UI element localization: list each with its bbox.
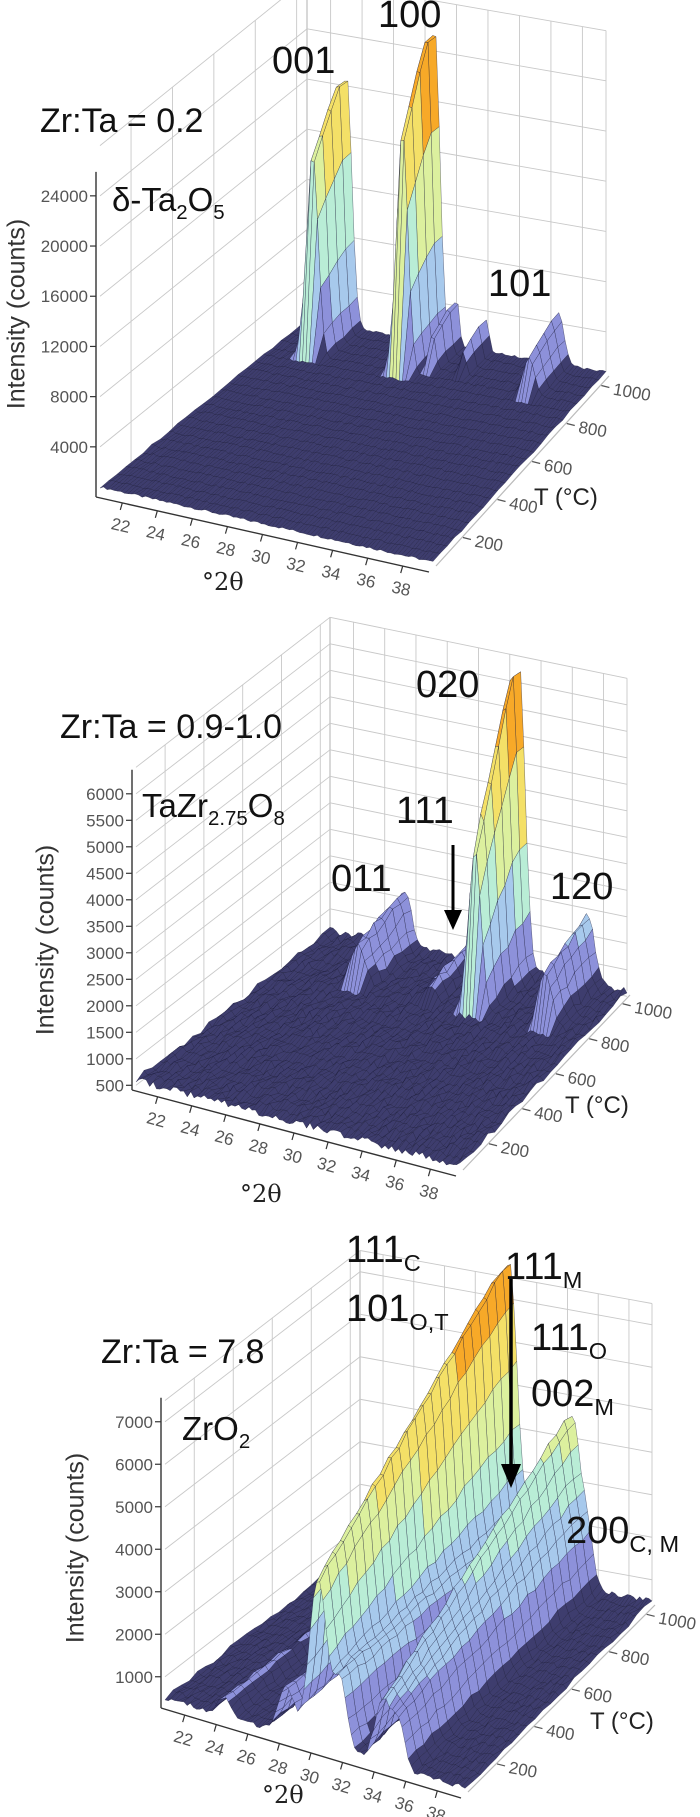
side-wall-gridline bbox=[99, 279, 308, 448]
panel-1-plot: 4000 8000 12000 16000 20000 24000 22 24 26 28 30 32… bbox=[41, 0, 652, 600]
x-tick-label: 38 bbox=[390, 577, 413, 600]
z-tick-label: 24000 bbox=[41, 187, 88, 206]
back-wall-gridline bbox=[427, 0, 607, 32]
z-tick-label: 2000 bbox=[86, 997, 124, 1016]
x-tick-label: 38 bbox=[417, 1181, 440, 1204]
t-tick bbox=[555, 1073, 564, 1077]
back-wall-gridline bbox=[306, 229, 607, 283]
x-tick-label: 30 bbox=[250, 546, 273, 569]
z-tick-label: 4500 bbox=[86, 864, 124, 883]
z-tick-label: 4000 bbox=[50, 438, 88, 457]
t-tick bbox=[497, 498, 506, 503]
x-tick bbox=[154, 510, 158, 518]
z-tick-label: 1500 bbox=[86, 1023, 124, 1042]
t-tick bbox=[522, 1108, 531, 1112]
x-tick bbox=[223, 1114, 227, 1123]
z-tick-label: 3500 bbox=[86, 917, 124, 936]
side-wall-gridline bbox=[164, 1250, 361, 1401]
x-tick bbox=[393, 1159, 397, 1168]
side-wall-gridline bbox=[99, 0, 282, 146]
x-tick bbox=[189, 518, 193, 526]
x-tick-label: 30 bbox=[281, 1145, 304, 1168]
z-tick-label: 3000 bbox=[86, 944, 124, 963]
z-tick-label: 20000 bbox=[41, 237, 88, 256]
x-tick-label: 28 bbox=[215, 538, 238, 561]
z-tick-label: 6000 bbox=[86, 785, 124, 804]
t-tick bbox=[601, 384, 610, 389]
side-wall-gridline bbox=[99, 229, 308, 397]
x-tick bbox=[427, 1169, 431, 1177]
x-tick-label: 22 bbox=[109, 514, 132, 537]
x-tick bbox=[155, 1096, 159, 1104]
back-wall-gridline bbox=[306, 128, 607, 182]
x-tick-label: 34 bbox=[320, 562, 343, 585]
x-tick bbox=[119, 502, 123, 511]
t-tick bbox=[566, 422, 575, 427]
x-tick-label: 36 bbox=[383, 1172, 406, 1195]
back-wall-gridline bbox=[306, 28, 607, 82]
x-tick-label: 26 bbox=[180, 530, 203, 553]
x-tick bbox=[325, 1141, 329, 1150]
z-tick-label: 8000 bbox=[50, 388, 88, 407]
back-wall-gridline bbox=[306, 78, 607, 132]
z-tick-label: 500 bbox=[96, 1076, 124, 1095]
side-wall-gridline bbox=[99, 78, 308, 247]
back-wall-gridline bbox=[306, 178, 607, 232]
x-tick-label: 22 bbox=[145, 1108, 168, 1131]
x-tick bbox=[294, 542, 299, 550]
x-tick bbox=[365, 558, 369, 566]
x-tick-label: 36 bbox=[355, 570, 378, 593]
t-tick-label: 600 bbox=[566, 1068, 597, 1092]
z-tick-label: 2500 bbox=[86, 970, 124, 989]
x-tick bbox=[257, 1123, 261, 1132]
side-wall-gridline bbox=[99, 179, 308, 347]
surface bbox=[99, 34, 607, 562]
x-tick-label: 32 bbox=[315, 1154, 338, 1177]
t-tick bbox=[488, 1143, 498, 1147]
x-tick-label: 32 bbox=[285, 554, 308, 577]
x-tick bbox=[224, 526, 229, 534]
x-tick bbox=[291, 1132, 295, 1141]
x-tick-label: 26 bbox=[213, 1126, 236, 1149]
z-tick-label: 1000 bbox=[86, 1050, 124, 1069]
z-tick-label: 5000 bbox=[86, 838, 124, 857]
x-tick bbox=[359, 1150, 363, 1159]
t-tick-label: 200 bbox=[499, 1138, 530, 1162]
t-tick bbox=[532, 460, 541, 465]
x-tick bbox=[330, 550, 334, 558]
z-tick-label: 4000 bbox=[86, 891, 124, 910]
t-tick bbox=[622, 1003, 631, 1007]
wall-grid bbox=[99, 0, 607, 462]
t-tick bbox=[462, 536, 472, 541]
x-tick-label: 24 bbox=[179, 1117, 202, 1140]
t-tick-label: 400 bbox=[533, 1103, 564, 1127]
z-tick-label: 12000 bbox=[41, 337, 88, 356]
t-tick-label: 800 bbox=[577, 418, 608, 442]
z-tick-label: 5500 bbox=[86, 811, 124, 830]
t-tick-label: 1000 bbox=[633, 998, 674, 1023]
t-tick bbox=[589, 1038, 598, 1042]
x-tick-label: 24 bbox=[144, 522, 167, 545]
t-tick-label: 200 bbox=[473, 532, 504, 556]
side-wall-gridline bbox=[99, 28, 308, 197]
x-tick bbox=[259, 534, 264, 542]
x-tick-label: 28 bbox=[247, 1135, 270, 1158]
t-tick-label: 1000 bbox=[612, 380, 653, 405]
x-tick-label: 34 bbox=[349, 1163, 372, 1186]
t-tick-label: 800 bbox=[600, 1033, 631, 1057]
t-tick-label: 600 bbox=[542, 456, 573, 480]
x-tick bbox=[400, 565, 404, 574]
side-wall-gridline bbox=[99, 128, 308, 297]
x-tick bbox=[189, 1105, 193, 1114]
z-tick-label: 16000 bbox=[41, 287, 88, 306]
